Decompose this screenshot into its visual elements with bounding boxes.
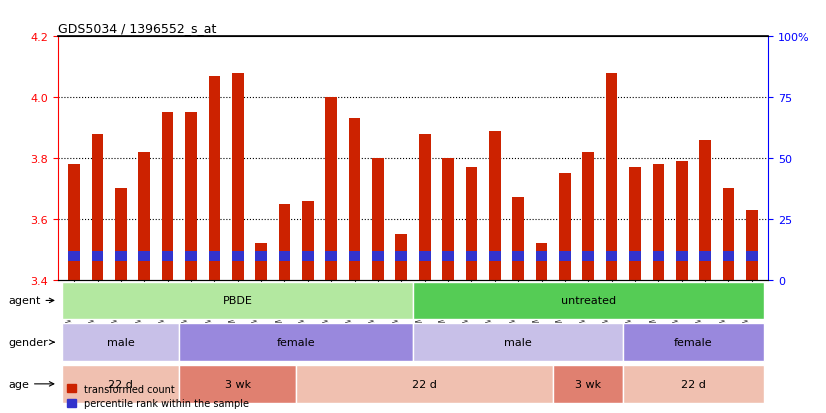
Bar <box>139 251 150 262</box>
Bar <box>746 210 757 280</box>
Text: GDS5034 / 1396552_s_at: GDS5034 / 1396552_s_at <box>58 21 216 35</box>
Bar <box>92 134 103 280</box>
Bar <box>489 131 501 280</box>
Bar <box>629 251 641 262</box>
Text: 22 d: 22 d <box>412 379 437 389</box>
Bar <box>723 189 734 280</box>
Text: untreated: untreated <box>561 296 616 306</box>
Bar <box>536 251 548 262</box>
Bar <box>92 251 103 262</box>
Bar <box>700 140 711 280</box>
Bar <box>162 251 173 262</box>
FancyBboxPatch shape <box>624 365 763 403</box>
Bar <box>559 251 571 262</box>
Bar <box>512 251 524 262</box>
Bar <box>653 251 664 262</box>
Bar <box>325 98 337 280</box>
FancyBboxPatch shape <box>179 324 413 361</box>
FancyBboxPatch shape <box>297 365 553 403</box>
Bar <box>676 161 687 280</box>
Bar <box>489 251 501 262</box>
Bar <box>372 159 384 280</box>
Bar <box>372 251 384 262</box>
Bar <box>512 198 524 280</box>
Bar <box>653 165 664 280</box>
Bar <box>466 251 477 262</box>
Bar <box>185 113 197 280</box>
FancyBboxPatch shape <box>63 365 179 403</box>
Bar <box>700 251 711 262</box>
Bar <box>349 251 360 262</box>
FancyBboxPatch shape <box>624 324 763 361</box>
Bar <box>69 251 80 262</box>
Text: male: male <box>505 337 532 347</box>
Bar <box>278 251 290 262</box>
Text: male: male <box>107 337 135 347</box>
Bar <box>162 113 173 280</box>
Bar <box>559 174 571 280</box>
Bar <box>396 251 407 262</box>
FancyBboxPatch shape <box>179 365 297 403</box>
Text: 22 d: 22 d <box>108 379 133 389</box>
Bar <box>185 251 197 262</box>
Bar <box>442 159 454 280</box>
Bar <box>349 119 360 280</box>
Text: 22 d: 22 d <box>681 379 706 389</box>
FancyBboxPatch shape <box>63 282 413 319</box>
Text: gender: gender <box>8 337 54 347</box>
Bar <box>208 77 221 280</box>
Bar <box>115 189 126 280</box>
Bar <box>115 251 126 262</box>
Bar <box>325 251 337 262</box>
Text: agent: agent <box>8 296 54 306</box>
Bar <box>723 251 734 262</box>
Text: female: female <box>277 337 316 347</box>
Bar <box>69 165 80 280</box>
Bar <box>208 251 221 262</box>
Bar <box>396 235 407 280</box>
Bar <box>605 251 618 262</box>
Bar <box>582 251 594 262</box>
Bar <box>536 244 548 280</box>
Bar <box>419 134 430 280</box>
Bar <box>582 152 594 280</box>
Bar <box>255 244 267 280</box>
Bar <box>629 168 641 280</box>
Bar <box>278 204 290 280</box>
Bar <box>605 74 618 280</box>
Text: 3 wk: 3 wk <box>575 379 601 389</box>
Bar <box>139 152 150 280</box>
Text: PBDE: PBDE <box>223 296 253 306</box>
Bar <box>419 251 430 262</box>
Bar <box>676 251 687 262</box>
FancyBboxPatch shape <box>413 282 763 319</box>
FancyBboxPatch shape <box>63 324 179 361</box>
FancyBboxPatch shape <box>413 324 624 361</box>
Bar <box>466 168 477 280</box>
Text: 3 wk: 3 wk <box>225 379 251 389</box>
Bar <box>232 74 244 280</box>
Text: age: age <box>8 379 54 389</box>
Bar <box>302 201 314 280</box>
Bar <box>232 251 244 262</box>
Bar <box>746 251 757 262</box>
FancyBboxPatch shape <box>553 365 624 403</box>
Bar <box>302 251 314 262</box>
Text: female: female <box>674 337 713 347</box>
Bar <box>442 251 454 262</box>
Legend: transformed count, percentile rank within the sample: transformed count, percentile rank withi… <box>63 380 253 412</box>
Bar <box>255 251 267 262</box>
